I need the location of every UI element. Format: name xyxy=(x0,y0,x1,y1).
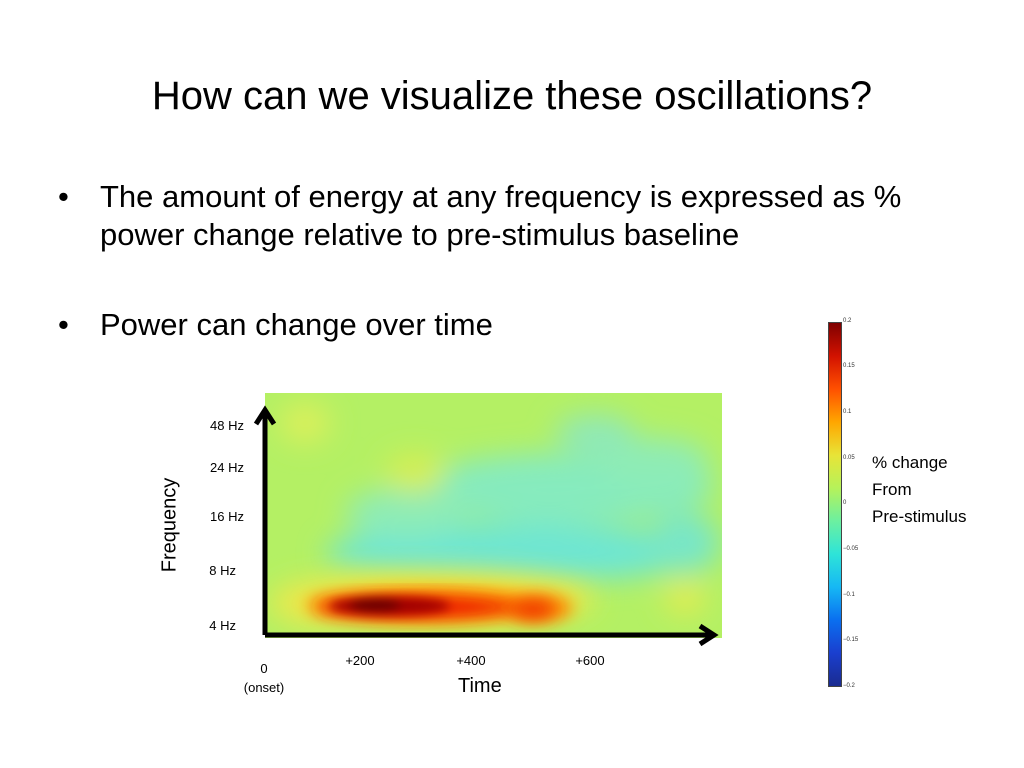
bullet-list: • The amount of energy at any frequency … xyxy=(58,178,978,396)
bullet-icon: • xyxy=(58,307,69,342)
time-frequency-heatmap xyxy=(265,393,722,638)
colorbar-tick-label: −0.05 xyxy=(843,546,859,552)
colorbar-tick-label: 0 xyxy=(843,500,847,506)
bullet-item: • The amount of energy at any frequency … xyxy=(58,178,978,254)
x-axis-title: Time xyxy=(458,675,502,697)
y-tick-label: 16 Hz xyxy=(210,509,244,524)
y-tick-label: 48 Hz xyxy=(210,418,244,433)
x-tick-label: +600 xyxy=(575,653,605,668)
y-tick-label: 8 Hz xyxy=(209,563,236,578)
colorbar-caption: % change From Pre-stimulus xyxy=(872,449,966,530)
slide-title: How can we visualize these oscillations? xyxy=(151,74,873,118)
heatmap-cool-regions xyxy=(280,403,720,614)
bullet-text: Power can change over time xyxy=(100,307,493,342)
onset-zero: 0 xyxy=(260,661,268,676)
colorbar-tick-label: 0.1 xyxy=(843,409,852,415)
bullet-item: • Power can change over time xyxy=(58,306,978,344)
heatmap-peak xyxy=(330,597,450,615)
heatmap-svg xyxy=(265,393,722,638)
onset-label: 0 (onset) xyxy=(232,659,296,697)
x-tick-label: +200 xyxy=(345,653,375,668)
colorbar-caption-line: Pre-stimulus xyxy=(872,507,967,526)
colorbar-tick-label: −0.2 xyxy=(843,683,855,689)
colorbar-tick-label: 0.15 xyxy=(843,363,855,369)
bullet-icon: • xyxy=(58,179,69,214)
colorbar xyxy=(828,322,842,687)
x-tick-label: +400 xyxy=(456,653,486,668)
colorbar-caption-line: From xyxy=(872,480,912,499)
colorbar-tick-label: −0.1 xyxy=(843,592,855,598)
colorbar-tick-label: −0.15 xyxy=(843,637,859,643)
colorbar-tick-label: 0.2 xyxy=(843,318,852,324)
y-tick-label: 24 Hz xyxy=(210,460,244,475)
onset-text: (onset) xyxy=(243,680,285,695)
y-tick-label: 4 Hz xyxy=(209,618,236,633)
y-axis-title: Frequency xyxy=(158,477,181,573)
colorbar-caption-line: % change xyxy=(872,453,948,472)
colorbar-tick-label: 0.05 xyxy=(843,455,855,461)
bullet-text: The amount of energy at any frequency is… xyxy=(100,179,902,252)
